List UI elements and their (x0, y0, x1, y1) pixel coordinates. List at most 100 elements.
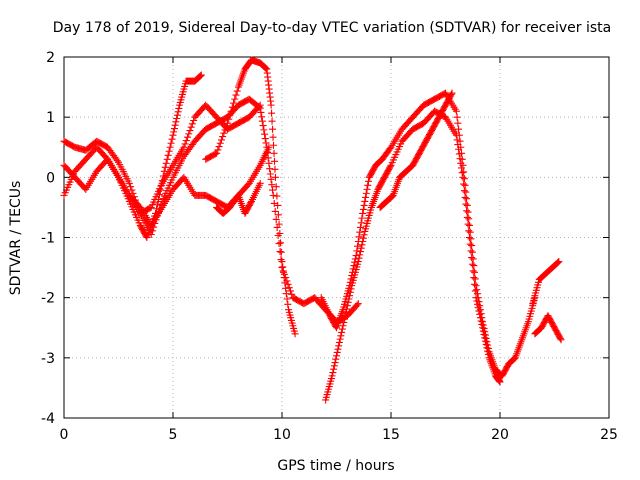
x-tick-label: 0 (60, 427, 69, 443)
data-point (361, 197, 369, 205)
data-point (268, 109, 276, 117)
data-point (356, 228, 364, 236)
data-point (269, 125, 277, 133)
data-point (154, 195, 162, 203)
data-point (476, 314, 484, 322)
data-point (364, 177, 372, 185)
data-point (350, 262, 358, 270)
data-point (340, 318, 348, 326)
y-tick-label: 1 (46, 110, 55, 126)
data-point (357, 219, 365, 227)
data-point (273, 192, 281, 200)
data-point (465, 234, 473, 241)
data-point (269, 133, 277, 141)
data-point (338, 325, 346, 333)
data-point (470, 262, 478, 270)
data-point (227, 107, 235, 115)
data-point (471, 287, 479, 295)
data-point (484, 350, 492, 358)
data-point (336, 335, 344, 343)
data-point (357, 244, 365, 252)
data-point (278, 258, 286, 266)
x-tick-label: 5 (169, 427, 178, 443)
data-point (182, 137, 190, 145)
data-point (347, 285, 355, 293)
data-point (166, 143, 174, 151)
data-point (214, 146, 222, 154)
data-point (174, 108, 182, 116)
data-point (354, 258, 362, 266)
data-point (260, 126, 268, 134)
data-point (463, 213, 471, 221)
data-point (455, 150, 463, 158)
data-point (358, 214, 366, 222)
data-point (274, 211, 282, 219)
data-point (215, 143, 223, 151)
data-point (211, 150, 219, 158)
data-point (461, 193, 469, 201)
data-point (175, 104, 183, 112)
data-point (330, 362, 338, 370)
data-point (171, 121, 179, 129)
data-point (460, 175, 468, 183)
data-point (180, 143, 188, 151)
data-point (359, 238, 367, 246)
data-point (556, 334, 564, 342)
data-point (447, 90, 455, 98)
data-point (477, 317, 485, 325)
data-point (554, 258, 562, 266)
data-point (281, 279, 289, 287)
data-point (222, 123, 230, 131)
data-point (454, 119, 462, 127)
data-point (333, 348, 341, 356)
data-point (272, 215, 280, 223)
data-point (274, 201, 282, 209)
data-point (258, 113, 266, 121)
data-point (344, 298, 352, 306)
data-point (463, 207, 471, 215)
data-point (472, 282, 480, 290)
y-tick-label: -2 (41, 291, 55, 307)
data-point (270, 157, 278, 165)
x-tick-label: 20 (491, 427, 509, 443)
data-point (470, 274, 478, 282)
y-tick-label: 2 (46, 50, 55, 66)
data-point (262, 139, 270, 147)
data-point (346, 288, 354, 296)
data-point (271, 207, 279, 215)
data-point (286, 287, 294, 295)
data-point (462, 200, 470, 208)
data-point (468, 260, 476, 268)
data-point (164, 151, 172, 159)
data-point (186, 127, 194, 135)
data-point (285, 284, 293, 292)
data-point (162, 159, 170, 167)
data-point (460, 187, 468, 195)
data-point (354, 300, 362, 308)
data-point (464, 208, 472, 216)
data-point (337, 332, 345, 340)
data-point (329, 369, 337, 377)
data-point (190, 117, 198, 125)
x-tick-label: 15 (382, 427, 400, 443)
data-point (364, 181, 372, 189)
y-axis-label: SDTVAR / TECUs (8, 181, 24, 296)
data-point (453, 136, 461, 144)
data-point (463, 195, 471, 203)
data-point (353, 247, 361, 255)
data-point (265, 143, 273, 151)
data-point (338, 328, 346, 336)
y-tick-label: -4 (41, 411, 55, 427)
data-point (454, 141, 462, 149)
data-point (465, 227, 473, 235)
data-point (461, 181, 469, 189)
data-point (197, 71, 205, 79)
data-point (256, 101, 264, 109)
data-point (468, 254, 476, 262)
data-point (333, 352, 340, 360)
data-point (356, 248, 364, 256)
data-point (268, 117, 276, 125)
data-point (476, 310, 484, 318)
data-point (358, 241, 366, 249)
data-point (466, 228, 474, 236)
